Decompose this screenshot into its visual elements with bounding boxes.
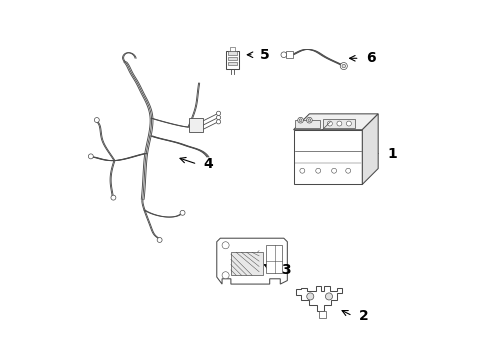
Circle shape — [157, 238, 162, 242]
Bar — [295, 120, 320, 128]
Circle shape — [307, 117, 312, 123]
Bar — [230, 47, 236, 51]
Bar — [228, 62, 237, 66]
Circle shape — [217, 116, 221, 120]
Circle shape — [217, 111, 221, 116]
Bar — [231, 252, 263, 275]
Bar — [286, 51, 293, 58]
Circle shape — [340, 63, 347, 69]
Bar — [228, 51, 237, 55]
Circle shape — [95, 118, 99, 122]
Text: 5: 5 — [260, 48, 270, 62]
Polygon shape — [217, 238, 287, 284]
Text: 3: 3 — [281, 263, 291, 277]
Circle shape — [298, 117, 303, 123]
Circle shape — [300, 168, 305, 173]
Bar — [266, 245, 282, 274]
Circle shape — [299, 119, 302, 122]
Circle shape — [346, 121, 351, 126]
Bar — [226, 51, 239, 69]
Circle shape — [316, 168, 320, 173]
Circle shape — [111, 195, 116, 200]
Circle shape — [308, 119, 311, 122]
Circle shape — [222, 272, 229, 279]
Circle shape — [281, 52, 287, 58]
Circle shape — [342, 64, 345, 68]
Polygon shape — [296, 286, 342, 311]
Text: 6: 6 — [366, 51, 376, 65]
Circle shape — [307, 293, 314, 300]
Circle shape — [346, 168, 351, 173]
Circle shape — [217, 120, 221, 124]
Bar — [294, 130, 362, 184]
Bar — [228, 57, 237, 60]
Bar — [189, 118, 203, 132]
Circle shape — [332, 168, 337, 173]
Circle shape — [337, 121, 342, 126]
Bar — [323, 119, 355, 128]
Polygon shape — [362, 114, 378, 184]
Text: 4: 4 — [204, 157, 214, 171]
Polygon shape — [294, 114, 378, 130]
Circle shape — [222, 242, 229, 249]
Circle shape — [325, 293, 333, 300]
Circle shape — [88, 154, 93, 159]
Circle shape — [180, 210, 185, 215]
Text: 2: 2 — [359, 309, 368, 323]
Circle shape — [327, 121, 332, 126]
Bar — [319, 311, 326, 318]
Text: 1: 1 — [387, 147, 397, 161]
